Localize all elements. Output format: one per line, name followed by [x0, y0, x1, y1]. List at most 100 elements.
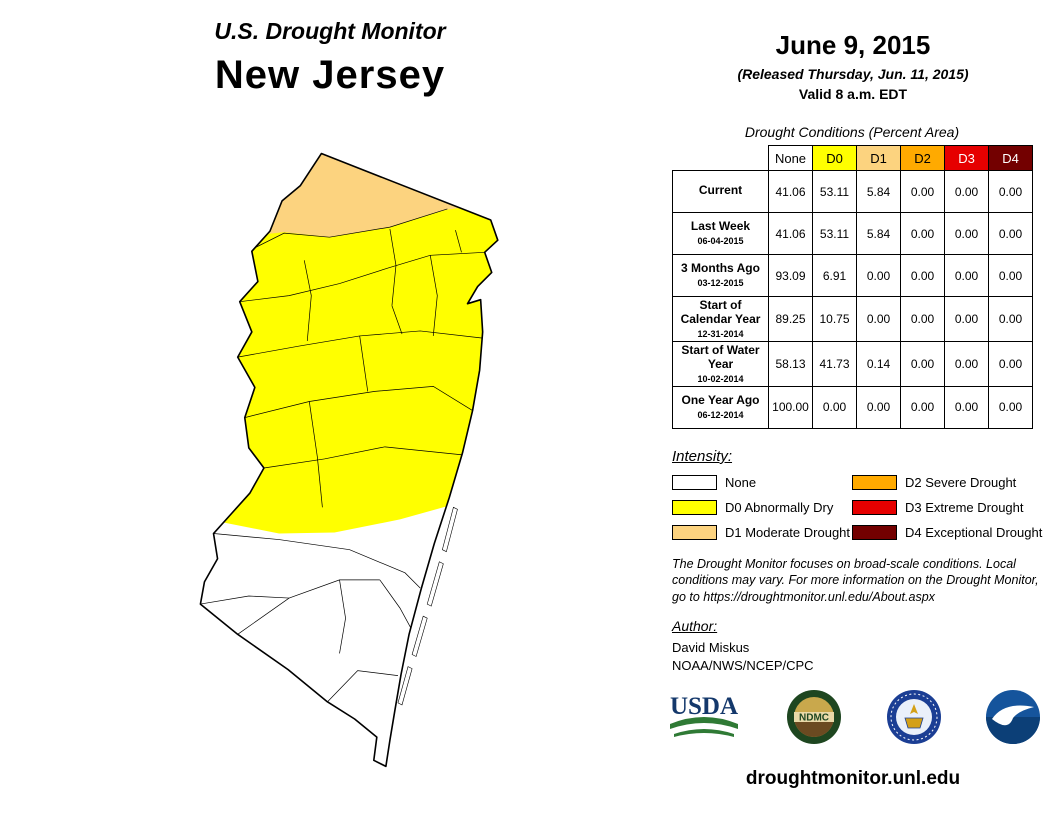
- cell-value: 0.00: [988, 340, 1033, 387]
- cell-value: 0.00: [900, 254, 945, 297]
- row-label: Last Week 06-04-2015: [672, 212, 769, 255]
- column-header-d0: D0: [812, 145, 857, 171]
- commerce-seal-logo: [886, 690, 941, 744]
- cell-value: 53.11: [812, 212, 857, 255]
- cell-value: 93.09: [768, 254, 813, 297]
- release-note: (Released Thursday, Jun. 11, 2015): [737, 66, 969, 82]
- table-row-start-water-year: Start of Water Year 10-02-2014 58.13 41.…: [672, 340, 1033, 387]
- table-corner-cell: [672, 145, 769, 171]
- cell-value: 0.00: [988, 296, 1033, 342]
- table-row-start-calendar-year: Start of Calendar Year 12-31-2014 89.25 …: [672, 296, 1033, 342]
- table-row-3-months-ago: 3 Months Ago 03-12-2015 93.09 6.91 0.00 …: [672, 254, 1033, 297]
- author-heading: Author:: [672, 618, 718, 634]
- cell-value: 41.73: [812, 340, 857, 387]
- report-header: U.S. Drought Monitor New Jersey: [130, 18, 530, 98]
- cell-value: 89.25: [768, 296, 813, 342]
- row-label: Start of Water Year 10-02-2014: [672, 340, 769, 387]
- legend-item-d2: D2 Severe Drought: [852, 470, 1052, 495]
- noaa-sea-icon: [985, 717, 1040, 744]
- cell-value: 0.00: [856, 385, 901, 429]
- legend-column-right: D2 Severe Drought D3 Extreme Drought D4 …: [852, 470, 1052, 545]
- legend-swatch-d1: [672, 525, 717, 540]
- cell-value: 41.06: [768, 170, 813, 213]
- cell-value: 0.00: [944, 212, 989, 255]
- noaa-logo: [985, 690, 1040, 744]
- cell-value: 0.00: [944, 296, 989, 342]
- state-outline: [199, 152, 499, 768]
- legend-swatch-d2: [852, 475, 897, 490]
- legend-item-d4: D4 Exceptional Drought: [852, 520, 1052, 545]
- cell-value: 0.00: [900, 212, 945, 255]
- table-header-row: None D0 D1 D2 D3 D4: [672, 145, 1033, 171]
- agency-logos: USDA NDMC: [664, 688, 1042, 746]
- author-organization: NOAA/NWS/NCEP/CPC: [672, 658, 814, 673]
- commerce-text-ring: [890, 693, 938, 741]
- cell-value: 0.00: [900, 296, 945, 342]
- table-row-current: Current 41.06 53.11 5.84 0.00 0.00 0.00: [672, 170, 1033, 213]
- table-row-one-year-ago: One Year Ago 06-12-2014 100.00 0.00 0.00…: [672, 385, 1033, 429]
- cell-value: 0.14: [856, 340, 901, 387]
- column-header-d1: D1: [856, 145, 901, 171]
- cell-value: 10.75: [812, 296, 857, 342]
- cell-value: 41.06: [768, 212, 813, 255]
- report-date: June 9, 2015: [775, 30, 931, 60]
- legend-item-d3: D3 Extreme Drought: [852, 495, 1052, 520]
- cell-value: 0.00: [900, 385, 945, 429]
- county-boundaries: [200, 208, 485, 703]
- legend-item-none: None: [672, 470, 852, 495]
- date-header: June 9, 2015 (Released Thursday, Jun. 11…: [664, 30, 1042, 102]
- website-url: droughtmonitor.unl.edu: [745, 768, 961, 789]
- cell-value: 0.00: [988, 170, 1033, 213]
- row-label: Current: [672, 170, 769, 213]
- valid-time: Valid 8 a.m. EDT: [798, 86, 908, 102]
- new-jersey-drought-map: [199, 152, 499, 768]
- column-header-d4: D4: [988, 145, 1033, 171]
- commerce-inner-circle: [895, 699, 932, 735]
- intensity-heading: Intensity:: [672, 448, 733, 465]
- column-header-d2: D2: [900, 145, 945, 171]
- legend-swatch-none: [672, 475, 717, 490]
- author-name: David Miskus: [672, 640, 750, 655]
- noaa-bird-icon: [991, 705, 1034, 726]
- cell-value: 0.00: [812, 385, 857, 429]
- cell-value: 6.91: [812, 254, 857, 297]
- cell-value: 58.13: [768, 340, 813, 387]
- row-label: Start of Calendar Year 12-31-2014: [672, 296, 769, 342]
- cell-value: 0.00: [944, 254, 989, 297]
- cell-value: 0.00: [944, 340, 989, 387]
- cell-value: 5.84: [856, 212, 901, 255]
- column-header-d3: D3: [944, 145, 989, 171]
- disclaimer-text: The Drought Monitor focuses on broad-sca…: [672, 557, 1039, 604]
- table-caption: Drought Conditions (Percent Area): [744, 124, 960, 140]
- commerce-shield-icon: [904, 717, 924, 729]
- usda-swoosh-icon: [670, 717, 738, 729]
- cell-value: 0.00: [988, 385, 1033, 429]
- drought-conditions-table: None D0 D1 D2 D3 D4 Current 41.06 53.11 …: [672, 145, 1033, 429]
- legend-item-d0: D0 Abnormally Dry: [672, 495, 852, 520]
- cell-value: 0.00: [900, 170, 945, 213]
- legend-swatch-d3: [852, 500, 897, 515]
- row-label: 3 Months Ago 03-12-2015: [672, 254, 769, 297]
- legend-swatch-d0: [672, 500, 717, 515]
- cell-value: 0.00: [856, 254, 901, 297]
- cell-value: 0.00: [856, 296, 901, 342]
- cell-value: 5.84: [856, 170, 901, 213]
- state-name: New Jersey: [214, 53, 446, 97]
- table-row-last-week: Last Week 06-04-2015 41.06 53.11 5.84 0.…: [672, 212, 1033, 255]
- cell-value: 0.00: [988, 212, 1033, 255]
- ndmc-logo: NDMC: [787, 690, 842, 744]
- cell-value: 100.00: [768, 385, 813, 429]
- legend-item-d1: D1 Moderate Drought: [672, 520, 852, 545]
- ndmc-banner: [794, 712, 835, 722]
- barrier-islands: [397, 506, 458, 706]
- report-title: U.S. Drought Monitor: [214, 18, 446, 44]
- cell-value: 0.00: [944, 170, 989, 213]
- column-header-none: None: [768, 145, 813, 171]
- cell-value: 0.00: [900, 340, 945, 387]
- usda-logo-text: USDA: [670, 693, 738, 720]
- legend-column-left: None D0 Abnormally Dry D1 Moderate Droug…: [672, 470, 852, 545]
- cell-value: 0.00: [944, 385, 989, 429]
- usda-swoosh-icon: [674, 729, 734, 737]
- cell-value: 0.00: [988, 254, 1033, 297]
